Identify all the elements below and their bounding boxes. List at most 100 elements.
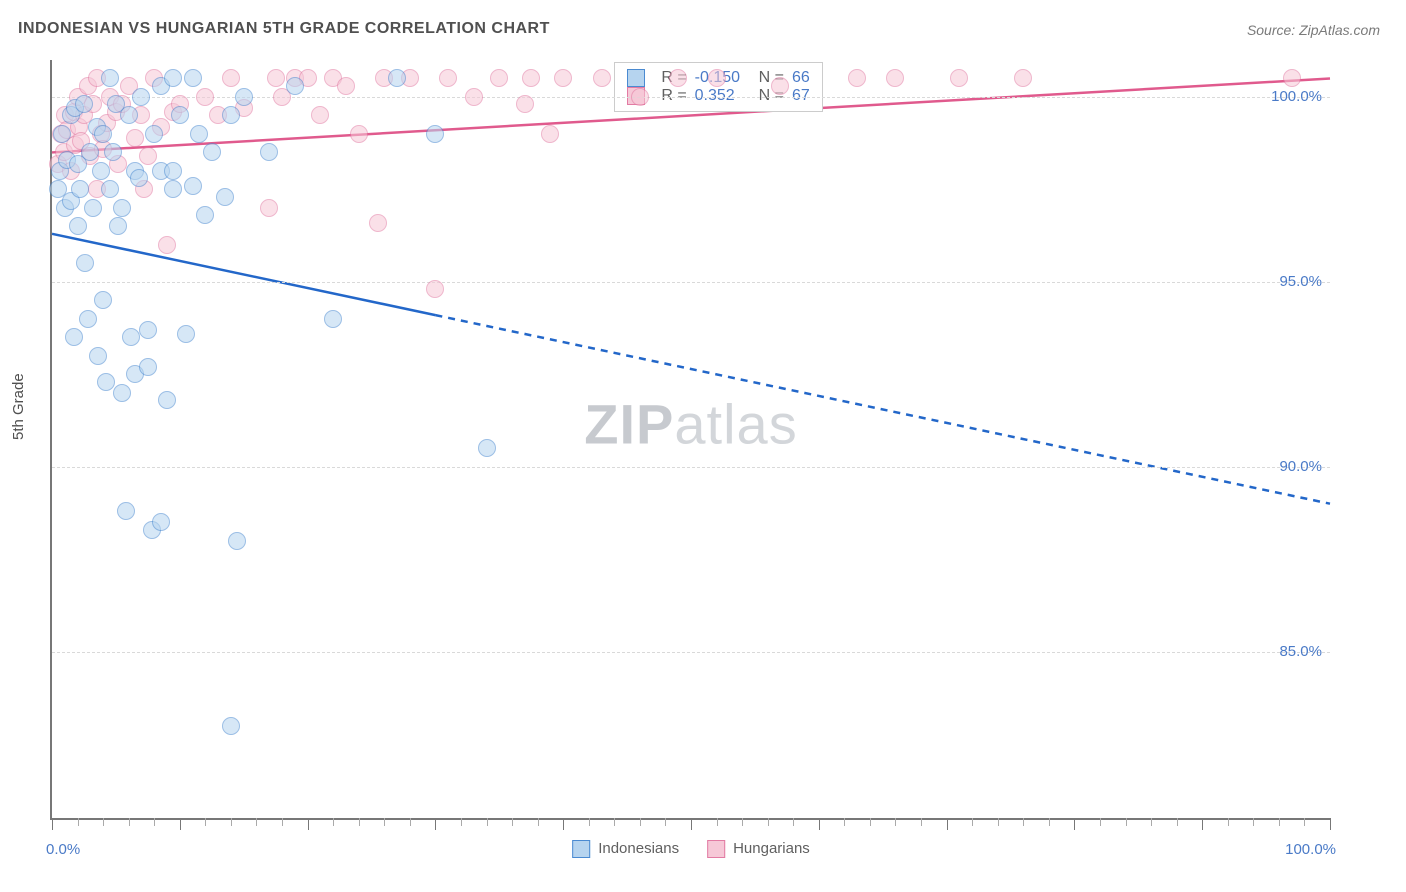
trendlines-layer bbox=[52, 60, 1330, 818]
indonesians-point bbox=[104, 143, 122, 161]
x-tick-minor bbox=[1126, 818, 1127, 826]
x-tick-minor bbox=[1151, 818, 1152, 826]
indonesians-point bbox=[177, 325, 195, 343]
hungarians-point bbox=[554, 69, 572, 87]
y-tick-label: 100.0% bbox=[1271, 88, 1322, 105]
indonesians-point bbox=[145, 125, 163, 143]
indonesians-point bbox=[120, 106, 138, 124]
indonesians-point bbox=[164, 69, 182, 87]
indonesians-point bbox=[222, 106, 240, 124]
chart-source: Source: ZipAtlas.com bbox=[1247, 22, 1380, 38]
chart-container: INDONESIAN VS HUNGARIAN 5TH GRADE CORREL… bbox=[0, 0, 1406, 892]
legend-item-hungarians: Hungarians bbox=[707, 840, 810, 858]
hungarians-point bbox=[337, 77, 355, 95]
hungarians-point bbox=[465, 88, 483, 106]
hungarians-point bbox=[126, 129, 144, 147]
y-axis-label: 5th Grade bbox=[10, 373, 27, 440]
hungarians-point bbox=[522, 69, 540, 87]
x-tick-minor bbox=[895, 818, 896, 826]
x-tick-minor bbox=[410, 818, 411, 826]
indonesians-point bbox=[260, 143, 278, 161]
hungarians-point bbox=[669, 69, 687, 87]
indonesians-point bbox=[184, 69, 202, 87]
indonesians-point bbox=[84, 199, 102, 217]
hungarians-point bbox=[771, 77, 789, 95]
x-tick-minor bbox=[1100, 818, 1101, 826]
x-tick-minor bbox=[1253, 818, 1254, 826]
hungarians-point bbox=[439, 69, 457, 87]
x-tick-major bbox=[1330, 818, 1331, 830]
indonesians-point bbox=[94, 291, 112, 309]
hungarians-point bbox=[267, 69, 285, 87]
indonesians-point bbox=[184, 177, 202, 195]
swatch-indonesians-icon bbox=[572, 840, 590, 858]
y-tick-label: 95.0% bbox=[1279, 273, 1322, 290]
x-tick-minor bbox=[78, 818, 79, 826]
indonesians-point bbox=[478, 439, 496, 457]
chart-title: INDONESIAN VS HUNGARIAN 5TH GRADE CORREL… bbox=[18, 20, 550, 38]
hungarians-point bbox=[158, 236, 176, 254]
indonesians-point bbox=[81, 143, 99, 161]
gridline bbox=[52, 467, 1330, 468]
x-tick-minor bbox=[768, 818, 769, 826]
x-tick-major bbox=[435, 818, 436, 830]
hungarians-point bbox=[950, 69, 968, 87]
legend-label-1: Indonesians bbox=[598, 840, 679, 857]
x-tick-minor bbox=[742, 818, 743, 826]
x-tick-minor bbox=[1228, 818, 1229, 826]
watermark-suffix: atlas bbox=[674, 392, 797, 455]
hungarians-point bbox=[350, 125, 368, 143]
gridline bbox=[52, 282, 1330, 283]
indonesians-point bbox=[65, 328, 83, 346]
x-tick-minor bbox=[487, 818, 488, 826]
x-label-left: 0.0% bbox=[46, 841, 80, 858]
hungarians-point bbox=[196, 88, 214, 106]
x-tick-major bbox=[819, 818, 820, 830]
x-tick-minor bbox=[359, 818, 360, 826]
indonesians-point bbox=[122, 328, 140, 346]
x-tick-minor bbox=[665, 818, 666, 826]
legend-item-indonesians: Indonesians bbox=[572, 840, 679, 858]
x-tick-minor bbox=[154, 818, 155, 826]
indonesians-point bbox=[94, 125, 112, 143]
x-tick-major bbox=[180, 818, 181, 830]
plot-area: ZIPatlas R =-0.150N =66R =0.352N =67 Ind… bbox=[50, 60, 1330, 820]
indonesians-point bbox=[76, 254, 94, 272]
indonesians-point bbox=[171, 106, 189, 124]
indonesians-point bbox=[139, 358, 157, 376]
indonesians-point bbox=[203, 143, 221, 161]
hungarians-point bbox=[490, 69, 508, 87]
hungarians-point bbox=[631, 88, 649, 106]
x-tick-minor bbox=[1279, 818, 1280, 826]
indonesians-point bbox=[158, 391, 176, 409]
x-tick-minor bbox=[972, 818, 973, 826]
indonesians-point bbox=[216, 188, 234, 206]
x-tick-minor bbox=[384, 818, 385, 826]
x-tick-major bbox=[563, 818, 564, 830]
x-tick-minor bbox=[614, 818, 615, 826]
x-tick-minor bbox=[998, 818, 999, 826]
x-tick-minor bbox=[1023, 818, 1024, 826]
indonesians-point bbox=[222, 717, 240, 735]
hungarians-point bbox=[708, 69, 726, 87]
x-tick-major bbox=[1202, 818, 1203, 830]
x-tick-minor bbox=[282, 818, 283, 826]
indonesians-point bbox=[101, 69, 119, 87]
x-tick-minor bbox=[1049, 818, 1050, 826]
x-tick-minor bbox=[103, 818, 104, 826]
x-tick-minor bbox=[461, 818, 462, 826]
y-tick-label: 85.0% bbox=[1279, 643, 1322, 660]
x-tick-minor bbox=[640, 818, 641, 826]
indonesians-point bbox=[130, 169, 148, 187]
x-tick-minor bbox=[1177, 818, 1178, 826]
indonesians-point bbox=[71, 180, 89, 198]
hungarians-point bbox=[369, 214, 387, 232]
x-tick-major bbox=[1074, 818, 1075, 830]
indonesians-point bbox=[89, 347, 107, 365]
indonesians-point bbox=[426, 125, 444, 143]
x-tick-minor bbox=[844, 818, 845, 826]
indonesians-point bbox=[196, 206, 214, 224]
hungarians-point bbox=[1014, 69, 1032, 87]
indonesians-point bbox=[113, 384, 131, 402]
indonesians-point bbox=[69, 217, 87, 235]
